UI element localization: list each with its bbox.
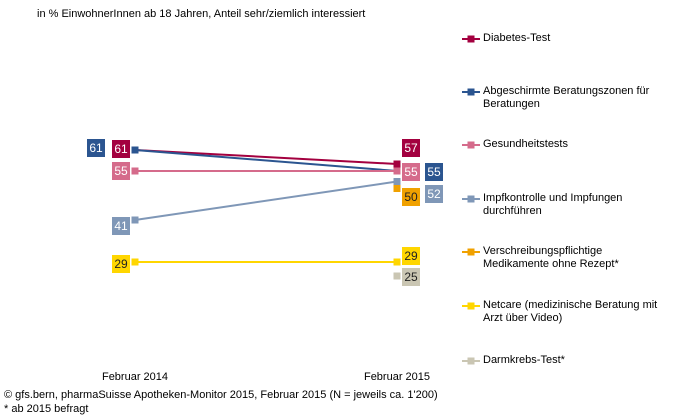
point-marker: [393, 160, 401, 168]
data-label: 55: [404, 165, 418, 179]
legend-label: Abgeschirmte Beratungszonen für Beratung…: [483, 85, 650, 110]
data-label: 55: [114, 164, 128, 178]
legend-label: Verschreibungspflichtige Medikamente ohn…: [483, 245, 619, 270]
legend-label: Netcare (medizinische Beratung mit Arzt …: [483, 299, 658, 324]
data-label: 61: [89, 141, 103, 155]
label-box: [402, 139, 420, 157]
point-marker: [393, 185, 401, 192]
label-box: [402, 268, 420, 286]
data-label: 52: [427, 187, 441, 201]
legend-label: Impfkontrolle und Impfungen durchführen: [483, 192, 623, 217]
legend-label: Diabetes-Test: [483, 32, 551, 44]
series-line: [134, 180, 398, 221]
point-marker: [131, 167, 139, 175]
legend-marker: [467, 195, 475, 203]
label-box: [112, 217, 130, 235]
footnote: * ab 2015 befragt: [4, 403, 89, 415]
label-box: [112, 162, 130, 180]
point-marker: [393, 178, 401, 185]
point-marker: [393, 272, 401, 280]
label-box: [402, 188, 420, 206]
data-label: 41: [114, 219, 128, 233]
subtitle: in % EinwohnerInnen ab 18 Jahren, Anteil…: [37, 8, 365, 20]
x-tick-label: Februar 2015: [364, 371, 430, 383]
legend-marker: [467, 35, 475, 43]
data-label: 50: [404, 190, 418, 204]
legend-marker: [467, 248, 475, 256]
x-tick-label: Februar 2014: [102, 371, 168, 383]
legend-marker: [467, 302, 475, 310]
legend-marker: [467, 141, 475, 149]
label-box: [402, 247, 420, 265]
data-label: 25: [404, 270, 418, 284]
point-marker: [393, 167, 401, 175]
label-box: [425, 185, 443, 203]
source: © gfs.bern, pharmaSuisse Apotheken-Monit…: [4, 389, 438, 401]
legend-label: Darmkrebs-Test*: [483, 354, 565, 366]
data-label: 57: [404, 141, 418, 155]
point-marker: [131, 258, 139, 266]
legend-marker: [467, 88, 475, 96]
label-box: [112, 255, 130, 273]
label-box: [112, 140, 130, 158]
label-box: [425, 163, 443, 181]
point-marker: [131, 146, 139, 154]
data-label: 29: [114, 257, 128, 271]
legend-label: Gesundheitstests: [483, 138, 568, 150]
point-marker: [393, 258, 401, 266]
point-marker: [131, 216, 139, 224]
label-box: [402, 163, 420, 181]
legend-marker: [467, 357, 475, 365]
data-label: 29: [404, 249, 418, 263]
series-line: [134, 149, 398, 165]
data-label: 55: [427, 165, 441, 179]
data-label: 61: [114, 142, 128, 156]
series-line: [134, 149, 398, 172]
label-box: [87, 139, 105, 157]
